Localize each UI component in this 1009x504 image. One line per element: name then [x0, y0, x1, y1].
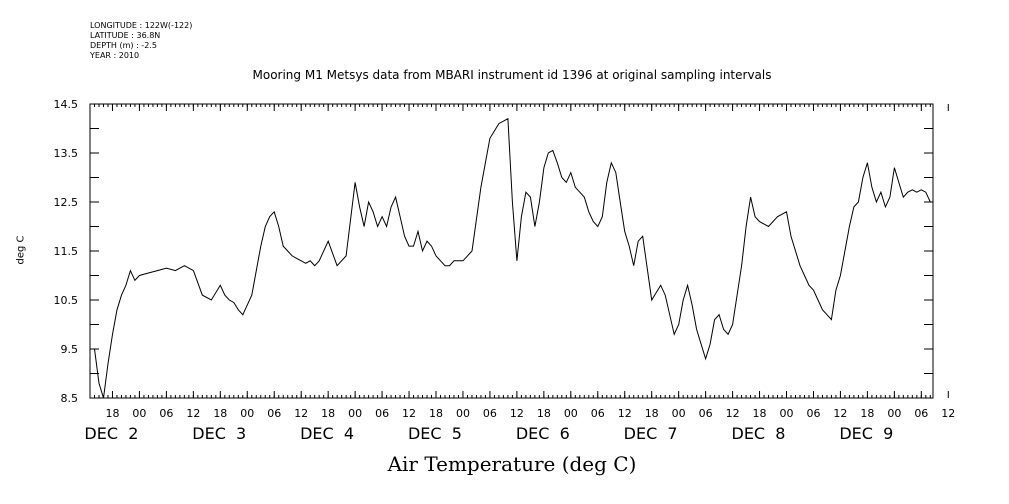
x-tick-label: 12: [833, 407, 847, 420]
y-tick-label: 14.5: [54, 98, 79, 111]
y-tick-label: 10.5: [54, 294, 79, 307]
longitude-label: LONGITUDE : 122W(-122): [90, 21, 193, 30]
x-tick-label: 12: [186, 407, 200, 420]
x-axis-label-wrap: Air Temperature (deg C): [0, 452, 1009, 476]
x-tick-label: 12: [941, 407, 955, 420]
day-label: DEC 5: [408, 424, 462, 443]
day-label: DEC 7: [624, 424, 678, 443]
y-tick-label: 12.5: [54, 196, 79, 209]
x-tick-label: 18: [645, 407, 659, 420]
x-tick-label: 12: [510, 407, 524, 420]
y-tick-label: 8.5: [61, 392, 79, 405]
x-tick-label: 12: [294, 407, 308, 420]
x-tick-label: 12: [402, 407, 416, 420]
latitude-label: LATITUDE : 36.8N: [90, 31, 161, 40]
chart-title-wrap: Mooring M1 Metsys data from MBARI instru…: [0, 68, 1009, 82]
x-tick-label: 00: [672, 407, 686, 420]
x-tick-label: 00: [456, 407, 470, 420]
x-tick-label: 00: [348, 407, 362, 420]
x-tick-label: 06: [591, 407, 605, 420]
y-tick-label: 13.5: [54, 147, 79, 160]
x-tick-label: 06: [806, 407, 820, 420]
chart-title: Mooring M1 Metsys data from MBARI instru…: [252, 68, 772, 82]
y-tick-label: 11.5: [54, 245, 79, 258]
x-tick-label: 18: [537, 407, 551, 420]
x-tick-label: 06: [267, 407, 281, 420]
day-label: DEC 4: [300, 424, 354, 443]
depth-label: DEPTH (m) : -2.5: [90, 41, 157, 50]
x-tick-label: 00: [240, 407, 254, 420]
x-tick-label: 00: [564, 407, 578, 420]
day-label: DEC 2: [84, 424, 138, 443]
year-label: YEAR : 2010: [90, 51, 140, 60]
x-tick-label: 12: [618, 407, 632, 420]
x-tick-label: 18: [105, 407, 119, 420]
air-temperature-line: [94, 117, 931, 399]
plot-frame: [89, 103, 934, 399]
x-tick-label: 18: [213, 407, 227, 420]
x-tick-label: 00: [887, 407, 901, 420]
x-tick-label: 12: [726, 407, 740, 420]
x-tick-label: 18: [429, 407, 443, 420]
x-axis-label: Air Temperature (deg C): [387, 452, 637, 476]
x-tick-label: 00: [780, 407, 794, 420]
day-label: DEC 8: [732, 424, 786, 443]
x-tick-label: 00: [132, 407, 146, 420]
x-tick-label: 06: [914, 407, 928, 420]
y-tick-label: 9.5: [61, 343, 79, 356]
x-tick-label: 06: [699, 407, 713, 420]
day-label: DEC 3: [192, 424, 246, 443]
x-tick-label: 06: [375, 407, 389, 420]
x-tick-label: 06: [483, 407, 497, 420]
x-tick-label: 18: [321, 407, 335, 420]
x-tick-label: 18: [753, 407, 767, 420]
day-label: DEC 9: [839, 424, 893, 443]
x-tick-label: 06: [159, 407, 173, 420]
mooring-metadata: LONGITUDE : 122W(-122) LATITUDE : 36.8N …: [90, 21, 192, 61]
x-tick-label: 18: [860, 407, 874, 420]
day-label: DEC 6: [516, 424, 570, 443]
